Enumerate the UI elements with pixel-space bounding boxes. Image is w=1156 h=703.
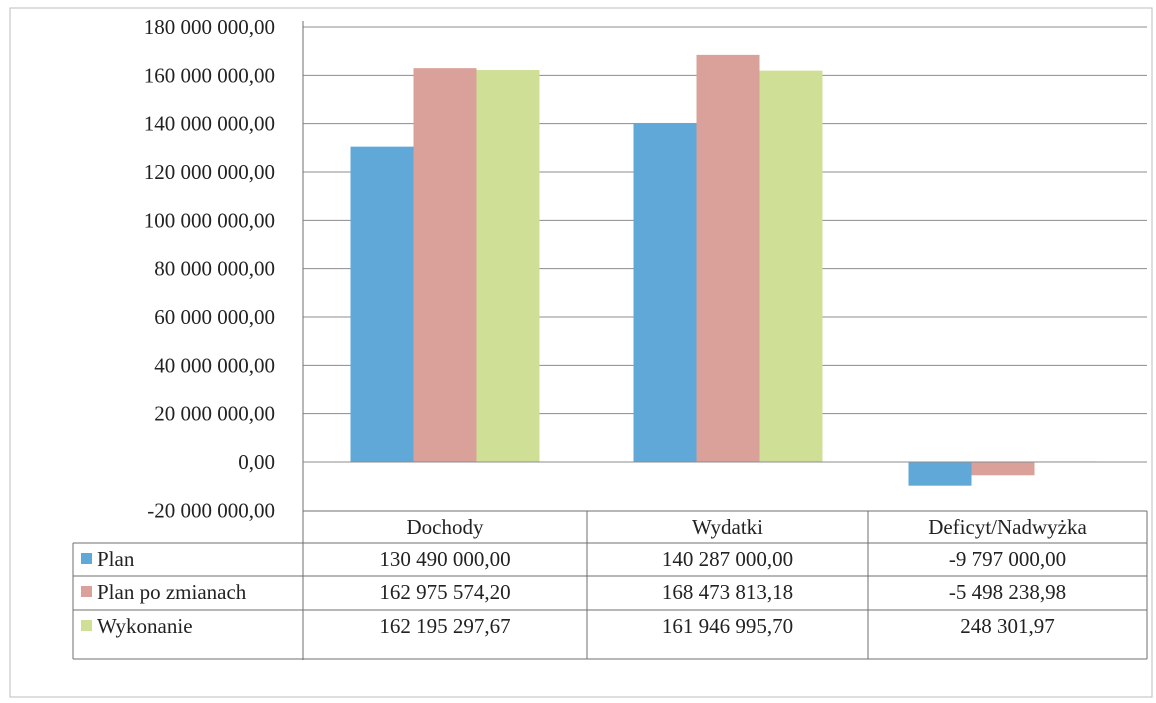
y-tick-label: 0,00	[238, 450, 275, 474]
table-value: 168 473 813,18	[662, 580, 793, 604]
table-value: -9 797 000,00	[949, 547, 1066, 571]
y-tick-label: 180 000 000,00	[144, 15, 275, 39]
y-tick-label: 20 000 000,00	[154, 402, 275, 426]
legend-label: Plan po zmianach	[97, 580, 247, 604]
y-tick-label: 100 000 000,00	[144, 208, 275, 232]
chart-frame	[9, 7, 1153, 698]
table-value: 162 195 297,67	[379, 614, 510, 638]
legend-label: Wykonanie	[97, 614, 193, 638]
table-value: 162 975 574,20	[379, 580, 510, 604]
table-value: -5 498 238,98	[949, 580, 1066, 604]
table-value: 130 490 000,00	[379, 547, 510, 571]
bar-wykonanie-0	[476, 70, 540, 463]
legend-swatch	[81, 553, 92, 564]
table-value: 140 287 000,00	[662, 547, 793, 571]
bar-wykonanie-1	[759, 70, 823, 463]
y-tick-label: 120 000 000,00	[144, 160, 275, 184]
bar-plan-po-zmianach-0	[413, 68, 477, 462]
y-tick-label: 160 000 000,00	[144, 63, 275, 87]
bar-plan-1	[633, 122, 697, 462]
category-label: Deficyt/Nadwyżka	[928, 515, 1087, 539]
y-tick-label: 40 000 000,00	[154, 353, 275, 377]
bar-plan-0	[350, 146, 414, 462]
y-tick-label: 80 000 000,00	[154, 257, 275, 281]
legend-swatch	[81, 586, 92, 597]
table-value: 161 946 995,70	[662, 614, 793, 638]
table-value: 248 301,97	[960, 614, 1055, 638]
category-label: Dochody	[407, 515, 484, 539]
y-tick-label: 60 000 000,00	[154, 305, 275, 329]
legend-swatch	[81, 620, 92, 631]
bar-plan-2	[908, 462, 972, 486]
legend-label: Plan	[97, 547, 135, 571]
y-tick-label: -20 000 000,00	[147, 498, 275, 522]
category-label: Wydatki	[692, 515, 763, 539]
y-tick-label: 140 000 000,00	[144, 112, 275, 136]
bar-plan-po-zmianach-1	[696, 54, 760, 462]
bar-plan-po-zmianach-2	[971, 462, 1035, 476]
